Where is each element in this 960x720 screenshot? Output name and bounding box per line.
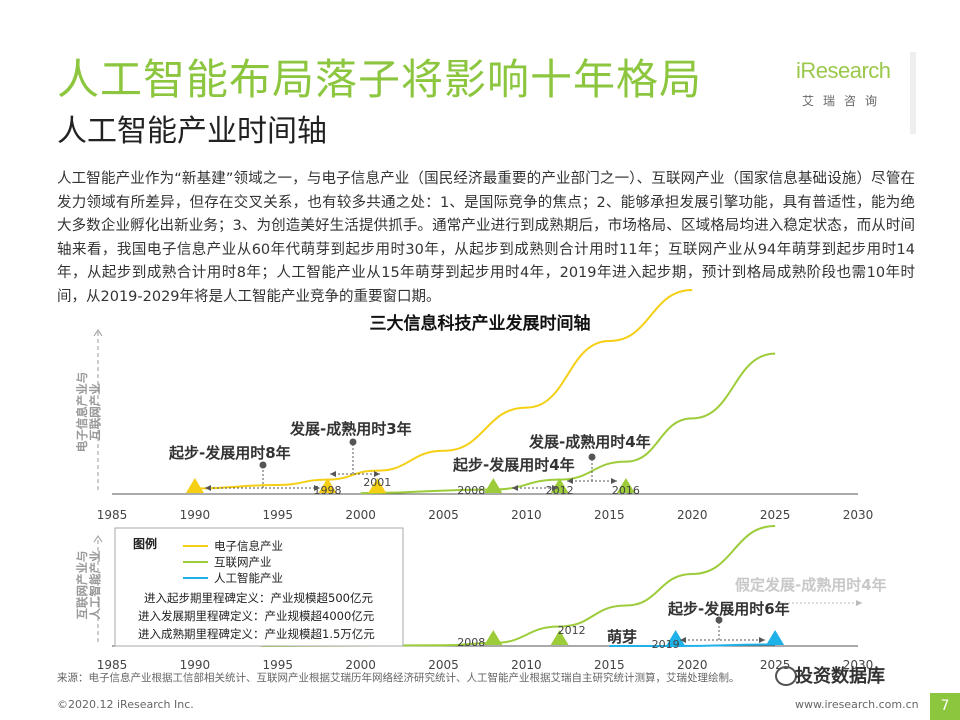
legend-label-internet: 互联网产业 xyxy=(214,555,272,569)
x-tick-label: 2015 xyxy=(594,508,625,522)
milestone-label: 2008 xyxy=(457,484,485,497)
milestone-marker xyxy=(484,478,503,493)
legend-title: 图例 xyxy=(133,536,157,551)
milestone-marker xyxy=(616,478,635,493)
page-title: 人工智能布局落子将影响十年格局 xyxy=(57,55,703,104)
x-tick-label: 1985 xyxy=(97,508,128,522)
x-tick-label: 2010 xyxy=(511,658,542,672)
footer-copyright: ©2020.12 iResearch Inc. xyxy=(57,698,194,711)
leader-dot-2012-2016 xyxy=(588,453,596,461)
milestone-label: 2012 xyxy=(558,624,586,637)
x-tick-label: 1985 xyxy=(97,658,128,672)
footer-url[interactable]: www.iresearch.com.cn xyxy=(795,698,919,711)
page-subtitle: 人工智能产业时间轴 xyxy=(57,114,327,149)
series-line xyxy=(194,289,693,490)
annotation-sprout: 萌芽 xyxy=(607,628,637,646)
x-tick-label: 2025 xyxy=(760,508,791,522)
annotation-start-develop-8y: 起步-发展用时8年 xyxy=(168,444,291,462)
logo-wordmark: iResearch xyxy=(796,58,891,83)
milestone-marker xyxy=(368,478,387,493)
milestone-label: 2016 xyxy=(612,484,640,497)
x-tick-label: 1995 xyxy=(263,508,294,522)
x-tick-label: 2020 xyxy=(677,658,708,672)
y-axis-label-line: 互联网产业 xyxy=(88,383,102,441)
annotation-develop-mature-4y: 发展-成熟用时4年 xyxy=(528,433,651,451)
watermark-text: 投资数据库 xyxy=(795,666,885,687)
milestone-label: 1998 xyxy=(314,484,342,497)
y-axis-label-line: 人工智能产业 xyxy=(88,550,102,619)
milestone-marker xyxy=(484,630,503,645)
x-tick-label: 2015 xyxy=(594,658,625,672)
milestone-marker xyxy=(318,478,337,493)
legend-definition-start: 进入起步期里程碑定义：产业规模超500亿元 xyxy=(144,591,373,605)
page-number: 7 xyxy=(930,693,960,720)
x-tick-label: 1990 xyxy=(180,508,211,522)
series-line xyxy=(609,643,776,648)
y-axis-arrowhead xyxy=(93,329,103,337)
milestone-marker xyxy=(185,478,204,493)
milestone-label: 2008 xyxy=(457,636,485,649)
series-line xyxy=(360,352,776,495)
bottom-annotations: 萌芽 起步-发展用时6年 假定发展-成熟用时4年 xyxy=(607,576,887,646)
top-panel: 电子信息产业与互联网产业 1985 1990 1995 2000 2005 2010 2015… xyxy=(75,289,874,522)
top-annotations: 起步-发展用时8年 发展-成熟用时3年 起步-发展用时4年 发展-成熟用时4年 xyxy=(168,420,651,491)
x-tick-label: 2010 xyxy=(511,508,542,522)
annotation-start-develop-4y: 起步-发展用时4年 xyxy=(452,456,575,474)
x-tick-label: 1995 xyxy=(263,658,294,672)
y-axis-label-line: 互联网产业与 xyxy=(75,551,89,620)
x-tick-label: 2020 xyxy=(677,508,708,522)
milestone-label: 2012 xyxy=(546,484,574,497)
y-axis-label: 电子信息产业与互联网产业 xyxy=(75,372,102,453)
leader-dot-1990-1998 xyxy=(259,461,267,469)
annotation-develop-mature-3y: 发展-成熟用时3年 xyxy=(289,420,412,438)
legend-definition-mature: 进入成熟期里程碑定义：产业规模超1.5万亿元 xyxy=(138,627,375,641)
annotation-start-develop-6y: 起步-发展用时6年 xyxy=(667,600,790,618)
x-tick-label: 1990 xyxy=(180,658,211,672)
legend-label-ai: 人工智能产业 xyxy=(214,571,283,585)
x-tick-label: 2000 xyxy=(345,658,376,672)
logo-side-bar xyxy=(910,52,916,134)
legend: 图例 电子信息产业 互联网产业 人工智能产业 进入起步期里程碑定义：产业规模超5… xyxy=(114,527,404,647)
y-axis-arrowhead xyxy=(93,535,103,543)
legend-box xyxy=(114,527,404,647)
annotation-assumed-mature-4y: 假定发展-成熟用时4年 xyxy=(735,576,887,594)
logo-subtitle: 艾瑞咨询 xyxy=(802,94,887,108)
leader-dot-1998-2001 xyxy=(349,438,357,446)
source-note: 来源：电子信息产业根据工信部相关统计、互联网产业根据艾瑞历年网络经济研究统计、人… xyxy=(57,672,740,684)
leader-dot-2019-2025 xyxy=(715,616,723,624)
intro-paragraph: 人工智能产业作为“新基建”领域之一，与电子信息产业（国民经济最重要的产业部门之一… xyxy=(57,171,915,305)
x-tick-label: 2005 xyxy=(428,658,459,672)
milestone-marker xyxy=(550,630,569,645)
x-tick-label: 2000 xyxy=(345,508,376,522)
milestone-label: 2001 xyxy=(363,476,391,489)
y-axis-label-line: 电子信息产业与 xyxy=(75,372,89,453)
x-tick-label: 2005 xyxy=(428,508,459,522)
milestone-label: 2019 xyxy=(652,638,680,651)
iresearch-logo: iResearch 艾瑞咨询 xyxy=(788,52,916,134)
milestone-marker xyxy=(766,630,785,645)
legend-definition-develop: 进入发展期里程碑定义：产业规模超4000亿元 xyxy=(138,609,375,623)
wechat-icon xyxy=(775,666,797,686)
y-axis-label: 互联网产业与人工智能产业 xyxy=(75,550,102,619)
x-tick-label: 2030 xyxy=(843,658,874,672)
chart-title: 三大信息科技产业发展时间轴 xyxy=(370,313,591,334)
x-tick-label: 2030 xyxy=(843,508,874,522)
legend-label-electronic: 电子信息产业 xyxy=(214,539,283,553)
series-line xyxy=(261,525,776,647)
